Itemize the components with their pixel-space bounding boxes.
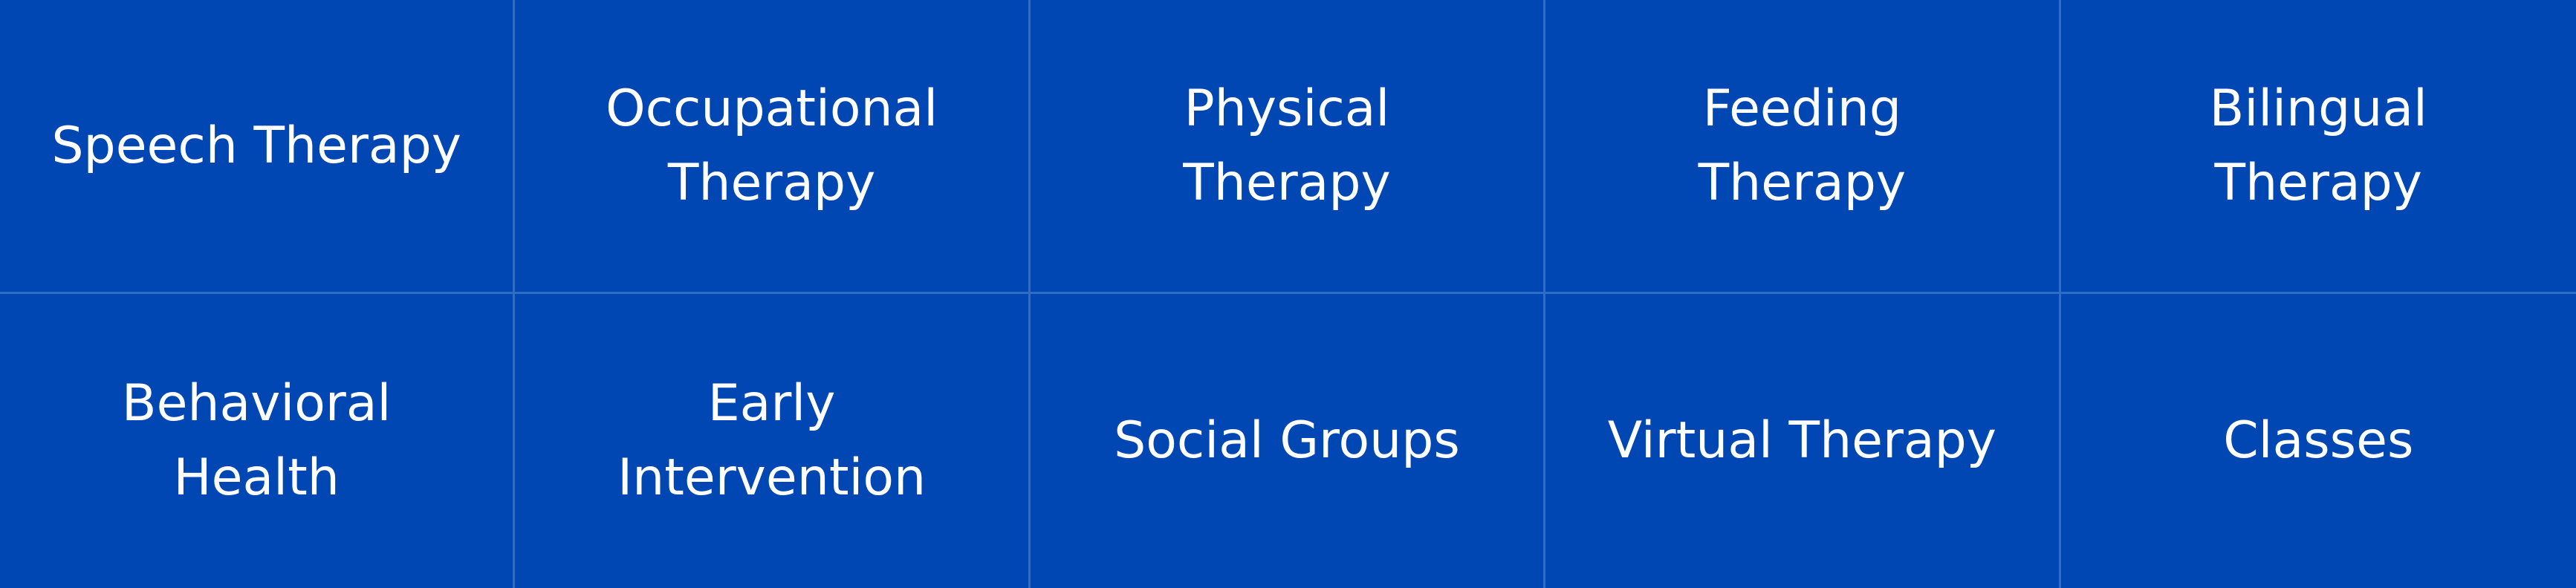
physical-therapy-tile[interactable]: Physical Therapy: [1030, 0, 1546, 294]
tile-label: Physical Therapy: [1183, 79, 1391, 212]
social-groups-tile[interactable]: Social Groups: [1030, 294, 1546, 588]
occupational-therapy-tile[interactable]: Occupational Therapy: [515, 0, 1031, 294]
speech-therapy-tile[interactable]: Speech Therapy: [0, 0, 516, 294]
feeding-therapy-tile[interactable]: Feeding Therapy: [1545, 0, 2061, 294]
early-intervention-tile[interactable]: Early Intervention: [515, 294, 1031, 588]
bilingual-therapy-tile[interactable]: Bilingual Therapy: [2060, 0, 2576, 294]
tile-label: Speech Therapy: [51, 116, 461, 175]
tile-label: Social Groups: [1114, 411, 1460, 470]
tile-label: Behavioral Health: [121, 374, 392, 507]
tile-label: Bilingual Therapy: [2209, 79, 2427, 212]
tile-label: Early Intervention: [617, 374, 927, 507]
tile-label: Occupational Therapy: [606, 79, 938, 212]
behavioral-health-tile[interactable]: Behavioral Health: [0, 294, 516, 588]
tile-label: Feeding Therapy: [1698, 79, 1907, 212]
classes-tile[interactable]: Classes: [2060, 294, 2576, 588]
tile-label: Virtual Therapy: [1607, 411, 1997, 470]
tile-label: Classes: [2223, 411, 2414, 470]
virtual-therapy-tile[interactable]: Virtual Therapy: [1545, 294, 2061, 588]
